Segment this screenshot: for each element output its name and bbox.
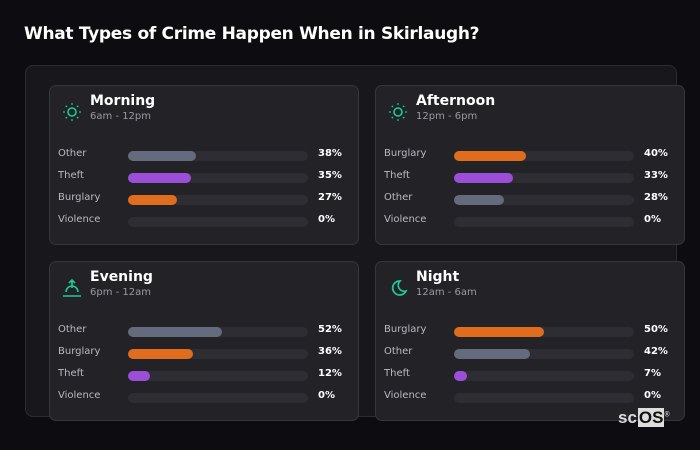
bar-track <box>454 173 634 183</box>
bar-label: Burglary <box>384 148 427 159</box>
bar-label: Other <box>384 346 413 357</box>
bar-track <box>128 151 308 161</box>
bar-row: Violence 0% <box>384 390 679 404</box>
bar-value: 50% <box>644 324 668 335</box>
bar-value: 42% <box>644 346 668 357</box>
card-afternoon: Afternoon 12pm - 6pm Burglary 40% Theft … <box>375 85 685 245</box>
bar-track <box>128 393 308 403</box>
bar-label: Burglary <box>58 346 101 357</box>
bar-row: Violence 0% <box>384 214 679 228</box>
bar-row: Theft 7% <box>384 368 679 382</box>
bar-value: 0% <box>318 390 335 401</box>
bar-fill <box>454 349 530 359</box>
bar-track <box>128 195 308 205</box>
sun-icon <box>389 103 407 121</box>
card-morning: Morning 6am - 12pm Other 38% Theft 35% B… <box>49 85 359 245</box>
bar-value: 33% <box>644 170 668 181</box>
bar-track <box>454 195 634 205</box>
bar-row: Other 28% <box>384 192 679 206</box>
card-subtitle: 6pm - 12am <box>90 287 152 298</box>
bar-label: Theft <box>384 368 410 379</box>
bar-value: 28% <box>644 192 668 203</box>
bar-value: 0% <box>644 390 661 401</box>
card-evening: Evening 6pm - 12am Other 52% Burglary 36… <box>49 261 359 421</box>
bar-fill <box>128 195 177 205</box>
bar-fill <box>454 327 544 337</box>
bar-track <box>454 327 634 337</box>
bar-fill <box>454 151 526 161</box>
bar-track <box>454 371 634 381</box>
bar-value: 38% <box>318 148 342 159</box>
bar-fill <box>128 173 191 183</box>
bar-row: Violence 0% <box>58 390 353 404</box>
bar-row: Burglary 50% <box>384 324 679 338</box>
bar-row: Violence 0% <box>58 214 353 228</box>
bar-fill <box>128 327 222 337</box>
bar-track <box>128 217 308 227</box>
card-night: Night 12am - 6am Burglary 50% Other 42% … <box>375 261 685 421</box>
bar-row: Theft 33% <box>384 170 679 184</box>
bar-track <box>128 173 308 183</box>
bar-label: Other <box>58 324 87 335</box>
bar-track <box>454 393 634 403</box>
bar-label: Other <box>384 192 413 203</box>
bar-label: Burglary <box>384 324 427 335</box>
bar-row: Burglary 40% <box>384 148 679 162</box>
bar-label: Theft <box>384 170 410 181</box>
bar-label: Violence <box>58 390 101 401</box>
bar-value: 36% <box>318 346 342 357</box>
bar-value: 12% <box>318 368 342 379</box>
bar-label: Violence <box>384 214 427 225</box>
bar-value: 27% <box>318 192 342 203</box>
bar-label: Burglary <box>58 192 101 203</box>
card-subtitle: 12am - 6am <box>416 287 477 298</box>
bar-fill <box>454 173 514 183</box>
scos-logo: sc OS® <box>617 408 670 428</box>
bar-value: 0% <box>318 214 335 225</box>
sunset-icon <box>63 278 81 297</box>
bar-row: Other 38% <box>58 148 353 162</box>
bar-row: Other 52% <box>58 324 353 338</box>
bar-value: 7% <box>644 368 661 379</box>
bar-fill <box>454 371 467 381</box>
card-subtitle: 12pm - 6pm <box>416 111 478 122</box>
sun-icon <box>63 103 81 121</box>
bar-value: 0% <box>644 214 661 225</box>
bar-fill <box>128 151 197 161</box>
bar-label: Violence <box>58 214 101 225</box>
bar-track <box>454 151 634 161</box>
bar-row: Theft 12% <box>58 368 353 382</box>
bar-track <box>128 349 308 359</box>
bar-track <box>454 217 634 227</box>
card-title: Morning <box>90 93 156 109</box>
logo-text-a: sc <box>618 408 637 427</box>
bar-fill <box>128 371 150 381</box>
bar-label: Violence <box>384 390 427 401</box>
bar-label: Theft <box>58 170 84 181</box>
card-subtitle: 6am - 12pm <box>90 111 152 122</box>
bar-value: 52% <box>318 324 342 335</box>
logo-mark: ® <box>664 411 670 419</box>
card-title: Night <box>416 269 460 285</box>
moon-icon <box>391 280 408 296</box>
bar-row: Other 42% <box>384 346 679 360</box>
bar-value: 35% <box>318 170 342 181</box>
bar-row: Theft 35% <box>58 170 353 184</box>
card-title: Evening <box>90 269 153 285</box>
bar-label: Other <box>58 148 87 159</box>
logo-text-b: OS <box>637 408 665 427</box>
bar-row: Burglary 27% <box>58 192 353 206</box>
bar-fill <box>128 349 193 359</box>
bar-track <box>128 327 308 337</box>
bar-fill <box>454 195 505 205</box>
bar-value: 40% <box>644 148 668 159</box>
bar-track <box>128 371 308 381</box>
page-title: What Types of Crime Happen When in Skirl… <box>24 24 480 44</box>
bar-row: Burglary 36% <box>58 346 353 360</box>
bar-track <box>454 349 634 359</box>
bar-label: Theft <box>58 368 84 379</box>
card-title: Afternoon <box>416 93 496 109</box>
